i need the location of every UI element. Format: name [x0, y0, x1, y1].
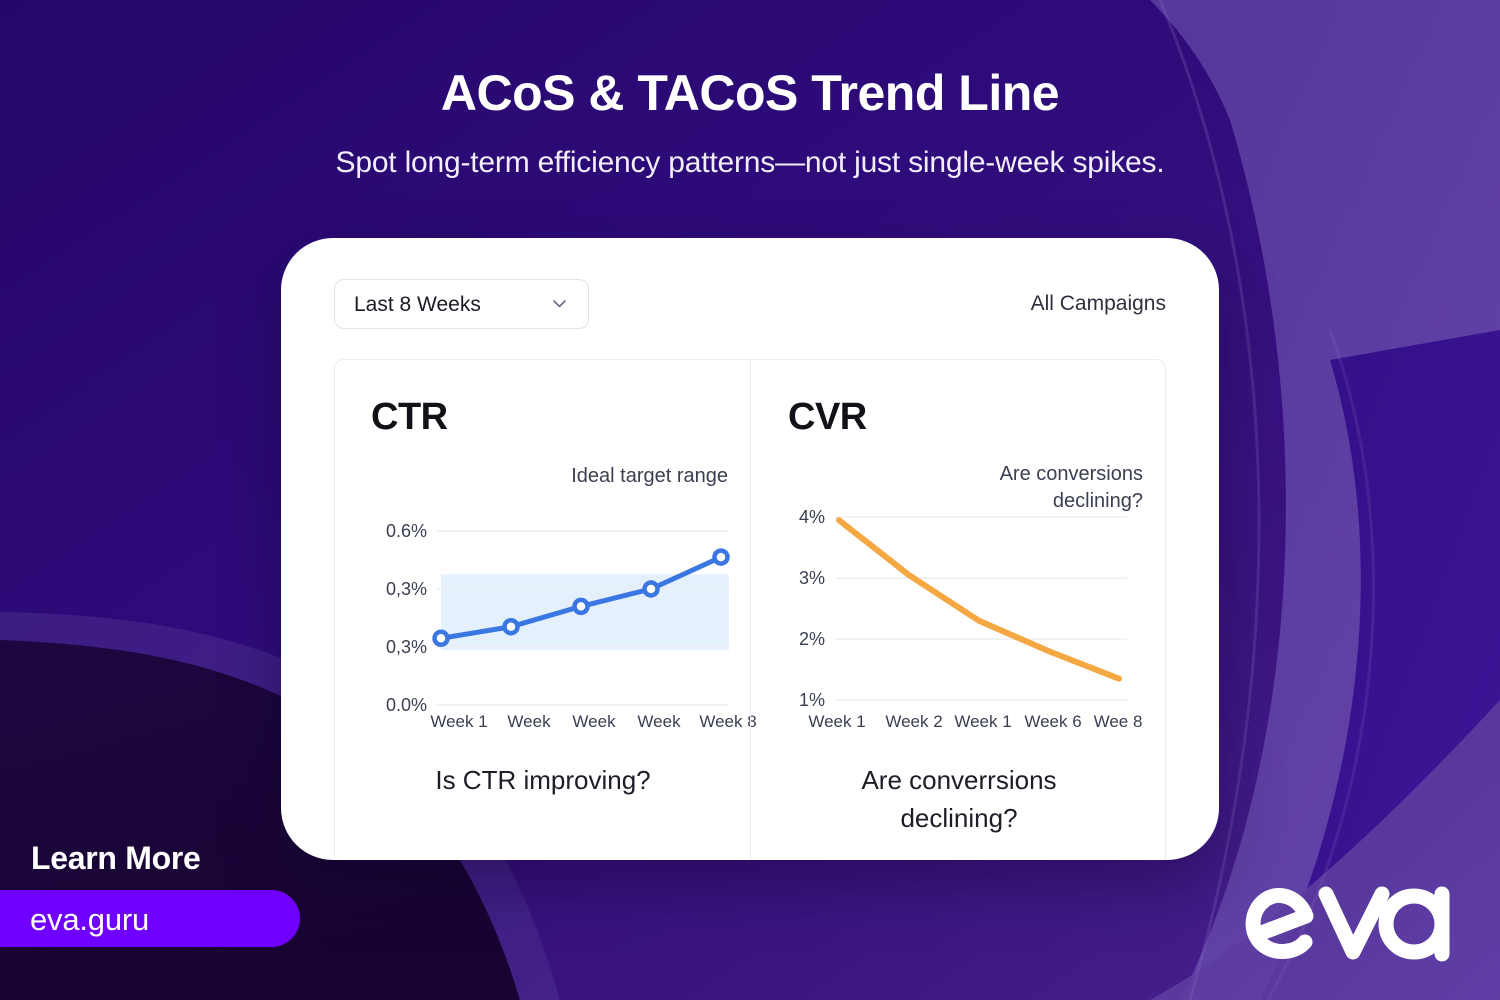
panel-cvr-title: CVR	[788, 396, 867, 438]
xtick: Week 2	[885, 712, 943, 731]
url-pill[interactable]: eva.guru	[0, 890, 300, 947]
panel-cvr: CVR Are conversions declining? 4% 3% 2% 1% …	[750, 360, 1165, 860]
ytick-label: 0.0%	[386, 695, 427, 715]
card-toolbar: Last 8 Weeks All Campaigns	[334, 279, 1166, 329]
dashboard-card: Last 8 Weeks All Campaigns CTR Ideal tar…	[281, 238, 1219, 860]
panel-ctr: CTR Ideal target range 0.6% 0,3% 0,3% 0.0%	[335, 360, 757, 860]
xtick: Week 6	[1024, 712, 1082, 731]
panel-cvr-caption-line2: declining?	[900, 802, 1018, 833]
panel-cvr-annotation-line2: declining?	[1052, 490, 1143, 512]
panel-ctr-title: CTR	[371, 396, 448, 438]
xtick: Week 1	[430, 712, 488, 731]
panel-ctr-caption: Is CTR improving?	[435, 765, 651, 795]
cvr-line-chart: 4% 3% 2% 1%	[751, 360, 1167, 780]
ytick-label: 0,3%	[386, 579, 427, 599]
learn-more-label: Learn More	[31, 840, 201, 876]
panel-ctr-annotation: Ideal target range	[571, 465, 728, 487]
eva-logo	[1242, 858, 1464, 970]
date-range-select[interactable]: Last 8 Weeks	[334, 279, 589, 329]
cvr-series-line	[836, 517, 1122, 682]
cvr-x-axis: Week 1 Week 2 Week 1 Week 6 Wee 8	[751, 712, 1167, 742]
xtick: Week 8	[699, 712, 757, 731]
xtick: Week	[507, 712, 551, 731]
xtick: Wee 8	[1093, 712, 1143, 731]
panel-cvr-caption: Are converrsions declining?	[751, 762, 1167, 837]
data-point-marker	[432, 629, 450, 648]
panel-cvr-caption-line1: Are converrsions	[861, 765, 1057, 795]
data-point-marker	[642, 580, 660, 598]
data-point-marker	[502, 617, 520, 636]
chevron-down-icon	[553, 300, 566, 308]
date-range-value: Last 8 Weeks	[354, 293, 481, 316]
ytick-label: 0,3%	[386, 637, 427, 657]
xtick: Week 1	[954, 712, 1012, 731]
url-text: eva.guru	[30, 902, 150, 937]
ytick-label: 4%	[799, 507, 825, 527]
ctr-line-chart: 0.6% 0,3% 0,3% 0.0%	[335, 360, 751, 780]
ytick-label: 0.6%	[386, 521, 427, 541]
ytick-label: 3%	[799, 568, 825, 588]
data-point-marker	[712, 548, 730, 566]
campaign-filter-label[interactable]: All Campaigns	[1030, 292, 1166, 315]
xtick: Week 1	[808, 712, 866, 731]
ytick-label: 1%	[799, 690, 825, 710]
data-point-marker	[572, 597, 590, 616]
metric-panels: CTR Ideal target range 0.6% 0,3% 0,3% 0.0%	[334, 359, 1166, 860]
ytick-label: 2%	[799, 629, 825, 649]
xtick: Week	[637, 712, 681, 731]
ctr-x-axis: Week 1 Week Week Week Week 8	[335, 712, 756, 742]
page-subtitle: Spot long-term efficiency patterns—not j…	[335, 146, 1165, 179]
page-title: ACoS & TACoS Trend Line	[440, 65, 1060, 121]
xtick: Week	[572, 712, 616, 731]
panel-cvr-annotation: Are conversions declining?	[913, 461, 1143, 515]
panel-cvr-annotation-line1: Are conversions	[999, 463, 1143, 485]
